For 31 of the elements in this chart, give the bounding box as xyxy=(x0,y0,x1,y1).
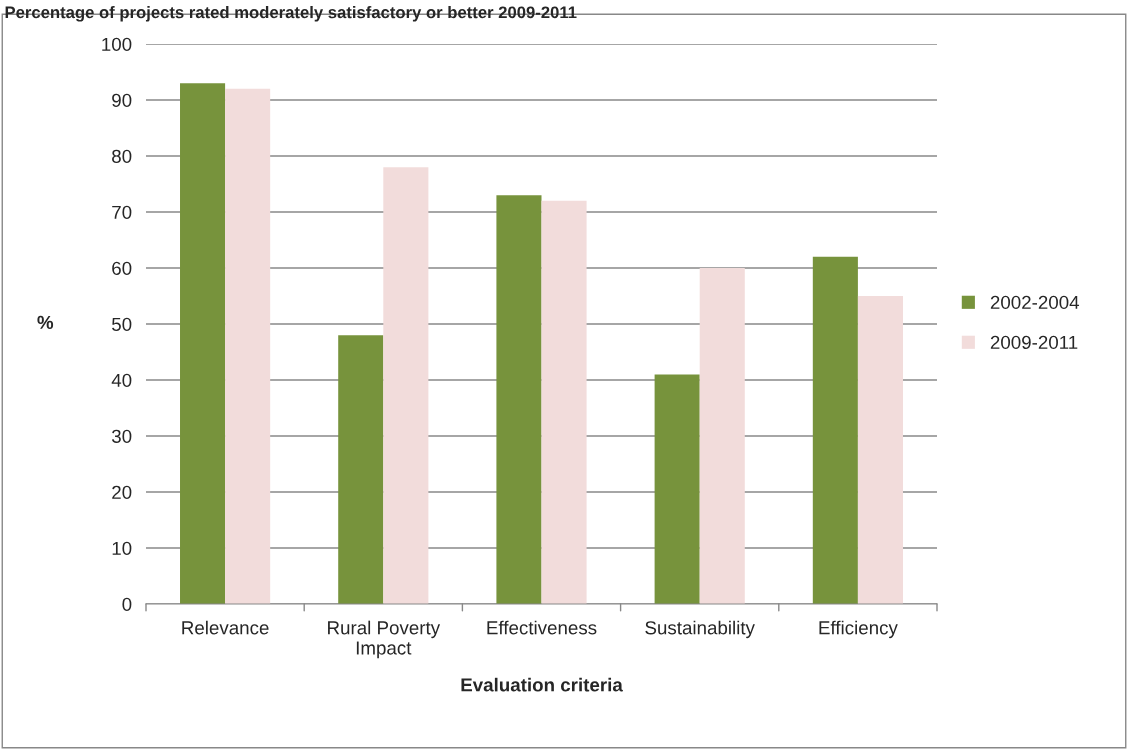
y-tick-label: 80 xyxy=(112,149,132,163)
bar xyxy=(225,88,271,604)
x-tick-label: Rural Poverty Impact xyxy=(328,620,441,659)
x-axis-title: Evaluation criteria xyxy=(461,677,623,692)
bar xyxy=(338,335,384,604)
y-tick-label: 60 xyxy=(112,261,132,275)
legend-label: 2002-2004 xyxy=(990,295,1080,310)
y-tick-label: 0 xyxy=(122,597,132,611)
x-tick-label: Effectiveness xyxy=(487,620,597,635)
bar xyxy=(180,83,226,604)
y-tick-label: 30 xyxy=(111,429,132,443)
y-tick-label: 20 xyxy=(112,485,132,499)
x-tick-label: Efficiency xyxy=(819,620,898,639)
bar xyxy=(857,296,903,604)
y-axis-title: % xyxy=(37,315,54,329)
y-tick-label: 100 xyxy=(102,37,132,51)
x-tick-label: Relevance xyxy=(182,620,269,635)
x-tick-label: Sustainability xyxy=(645,620,755,639)
chart-title: Percentage of projects rated moderately satisfactory or better 2009-2011 xyxy=(5,6,577,22)
y-tick-label: 10 xyxy=(112,541,132,555)
bar xyxy=(496,195,542,604)
bar xyxy=(383,167,429,604)
y-tick-label: 40 xyxy=(111,373,132,387)
bar xyxy=(541,200,587,604)
y-tick-label: 90 xyxy=(112,93,132,107)
bar xyxy=(699,268,745,604)
y-tick-label: 50 xyxy=(112,317,132,331)
y-tick-label: 70 xyxy=(112,205,132,219)
bar xyxy=(812,256,858,604)
bar xyxy=(654,374,700,604)
legend-label: 2009-2011 xyxy=(990,335,1078,350)
